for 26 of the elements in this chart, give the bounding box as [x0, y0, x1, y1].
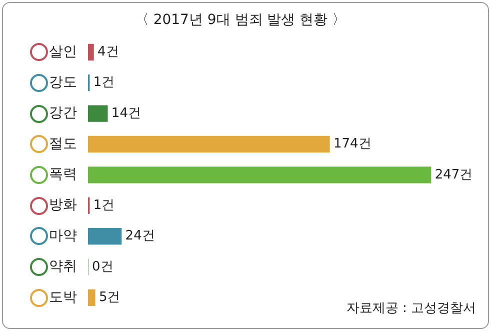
chart-title: 〈 2017년 9대 범죄 발생 현황 〉	[134, 12, 346, 28]
y-tick-label: 절도	[49, 136, 77, 152]
y-tick-label: 방화	[49, 197, 77, 214]
data-label: 5건	[98, 290, 120, 306]
annotation: 자료제공 : 고성경찰서	[346, 301, 476, 316]
y-tick-label: 강도	[49, 74, 77, 90]
y-tick-label: 강간	[49, 105, 77, 122]
bar	[88, 228, 122, 245]
data-label: 1건	[93, 75, 115, 90]
bar	[88, 289, 96, 306]
bar	[88, 105, 108, 122]
y-tick-label: 도박	[49, 289, 77, 306]
y-tick-label: 살인	[49, 44, 77, 60]
data-label: 4건	[98, 44, 119, 60]
data-label: 174건	[334, 136, 372, 152]
data-label: 24건	[125, 228, 155, 244]
data-label: 1건	[93, 198, 115, 213]
data-label: 0건	[92, 259, 114, 274]
data-label: 14건	[111, 106, 141, 121]
data-label: 247건	[434, 167, 473, 182]
y-tick-label: 폭력	[49, 166, 77, 183]
y-tick-label: 약취	[49, 258, 77, 275]
bar	[88, 136, 330, 153]
y-tick-label: 마약	[49, 228, 77, 244]
bar	[88, 166, 432, 184]
bar	[88, 44, 94, 60]
